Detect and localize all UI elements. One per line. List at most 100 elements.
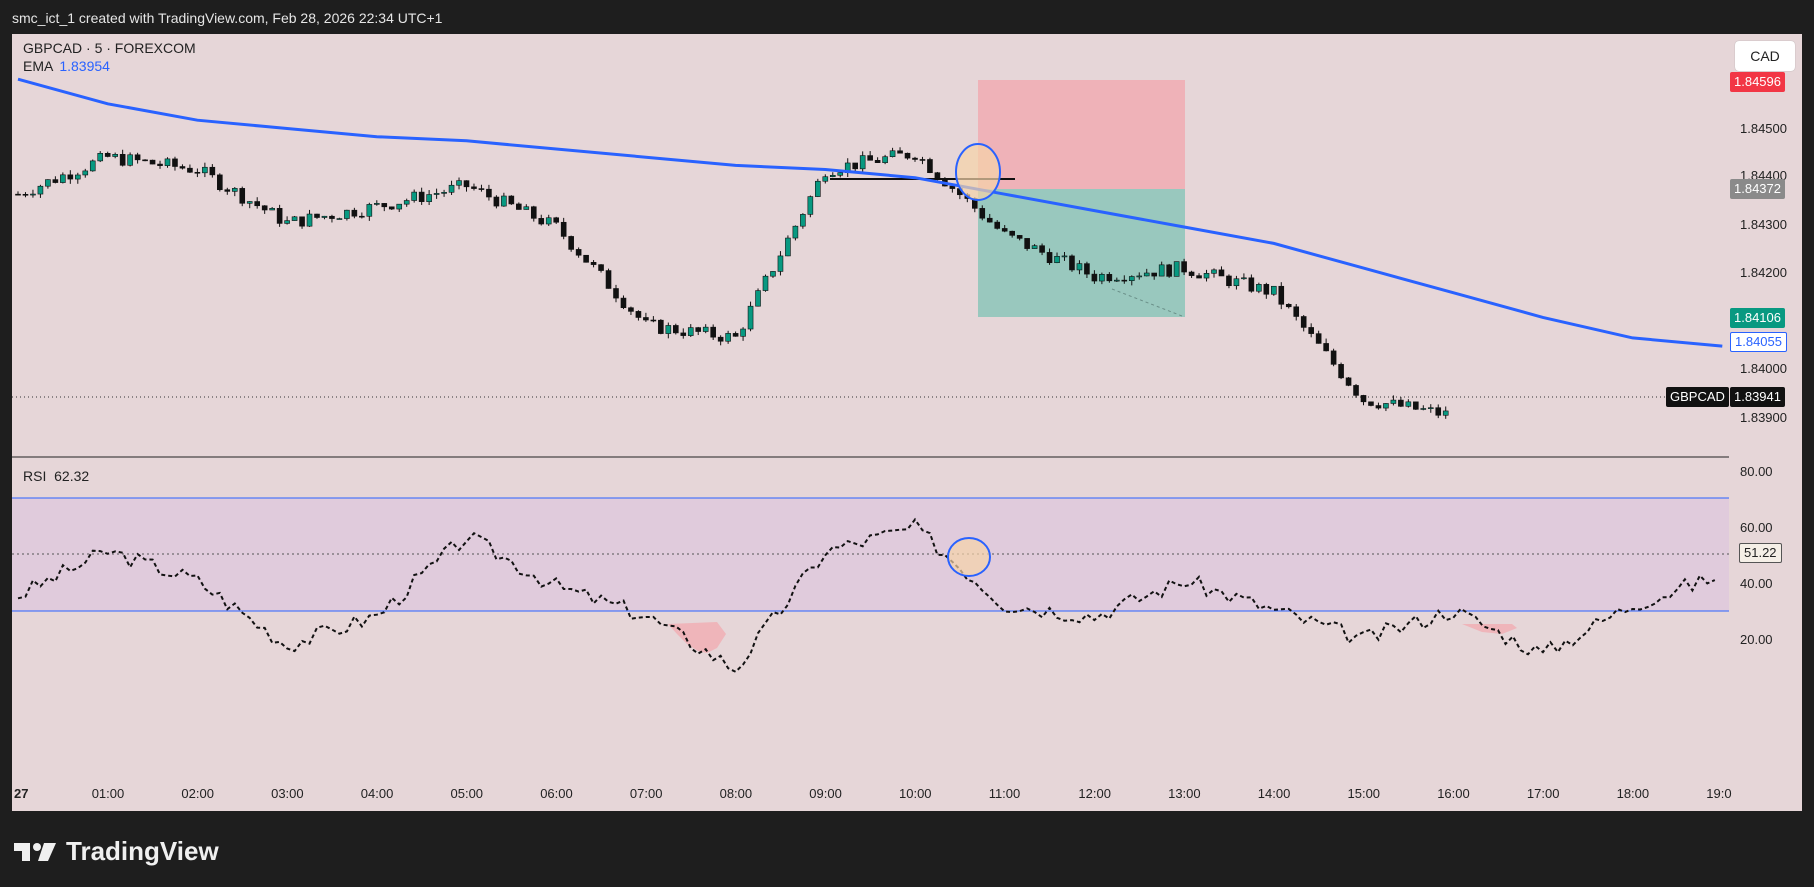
candle-up [1173,261,1180,277]
candle-down [1121,279,1128,282]
candle-up [800,214,806,227]
symbol-legend: GBPCAD · 5 · FOREXCOM [23,40,196,56]
rsi-tick-40: 40.00 [1740,576,1773,591]
target-zone[interactable] [978,189,1185,317]
candle-up [231,188,238,192]
candle-down [52,179,59,183]
time-tick: 08:00 [719,786,753,801]
candle-down [276,208,283,224]
stop-zone[interactable] [978,80,1185,189]
time-tick: 27 [14,786,29,801]
candle-down [1263,284,1270,295]
candle-down [1293,306,1300,317]
candle-down [620,297,627,309]
candle-down [471,186,477,189]
time-tick: 16:00 [1437,786,1470,801]
ema-line [17,77,1723,348]
candle-up [1099,274,1105,282]
candle-up [1203,273,1210,279]
candle-up [1256,284,1262,292]
candle-up [97,153,104,162]
candle-down [1226,275,1232,287]
candle-up [291,216,298,221]
candle-down [1300,316,1307,328]
candle-down [1151,272,1157,277]
entry-circle-marker[interactable] [955,143,1001,201]
candle-up [740,328,746,337]
candle-down [613,288,619,299]
rsi-legend-label: RSI [23,468,47,484]
price-axis[interactable] [1729,34,1802,811]
candle-down [463,180,470,188]
candle-down [381,203,388,208]
candle-down [717,336,724,342]
candle-down [104,153,111,157]
candle-down [1084,263,1090,275]
candle-up [1442,410,1449,416]
candle-down [1315,333,1322,344]
candle-up [777,255,784,272]
ema-legend-value: 1.83954 [59,58,110,74]
candle-down [912,157,918,160]
candle-up [822,176,829,182]
ema-legend: EMA 1.83954 [23,58,110,74]
candle-up [74,174,81,180]
candle-up [1114,279,1120,282]
candle-down [224,189,231,192]
candle-down [1009,230,1015,236]
candle-up [889,150,896,157]
candle-down [15,193,21,196]
candle-up [403,200,410,205]
rsi-circle-marker[interactable] [947,537,991,577]
candle-up [373,203,380,205]
chart-area[interactable]: GBPCAD · 5 · FOREXCOM EMA 1.83954 RSI 62.… [12,34,1802,811]
candle-down [1016,235,1023,239]
target-price-tag: 1.84106 [1730,308,1785,328]
candle-down [658,319,664,334]
rsi-current-tag: 51.22 [1739,543,1782,563]
candle-down [194,171,201,174]
price-chart-svg[interactable] [12,34,1802,811]
candle-up [1383,403,1389,409]
candle-up [89,160,96,172]
candle-down [1039,245,1045,253]
candle-down [1188,271,1195,276]
candle-up [1211,269,1217,274]
candle-up [202,166,208,174]
candle-up [366,204,373,217]
candle-down [867,155,873,161]
candle-down [538,218,545,225]
candle-down [351,209,358,217]
candle-down [508,195,515,205]
brand-name: TradingView [66,836,219,866]
candle-up [448,184,455,193]
candles-group [15,147,1449,419]
time-tick: 04:00 [360,786,394,801]
candle-down [575,249,582,256]
candle-up [426,194,432,202]
candle-down [1345,377,1352,386]
candle-up [1405,401,1412,407]
candle-up [164,158,171,166]
candle-down [628,307,634,312]
candle-up [545,217,552,225]
candle-down [934,172,941,180]
candle-down [605,270,612,289]
candle-down [979,208,986,219]
time-tick: 06:00 [540,786,573,801]
currency-button[interactable]: CAD [1735,41,1795,71]
candle-down [919,159,926,161]
candle-down [897,150,903,154]
tradingview-logo[interactable]: TradingView [14,836,219,867]
candle-down [949,185,956,189]
candle-down [1046,252,1053,264]
candle-up [725,333,731,342]
price-tick-3: 1.84300 [1740,217,1787,232]
candle-up [441,191,447,194]
ema-legend-label: EMA [23,58,54,74]
candle-up [269,208,275,211]
candle-down [493,196,500,207]
candle-up [37,185,44,195]
candle-up [1054,256,1060,264]
candle-up [284,220,290,224]
